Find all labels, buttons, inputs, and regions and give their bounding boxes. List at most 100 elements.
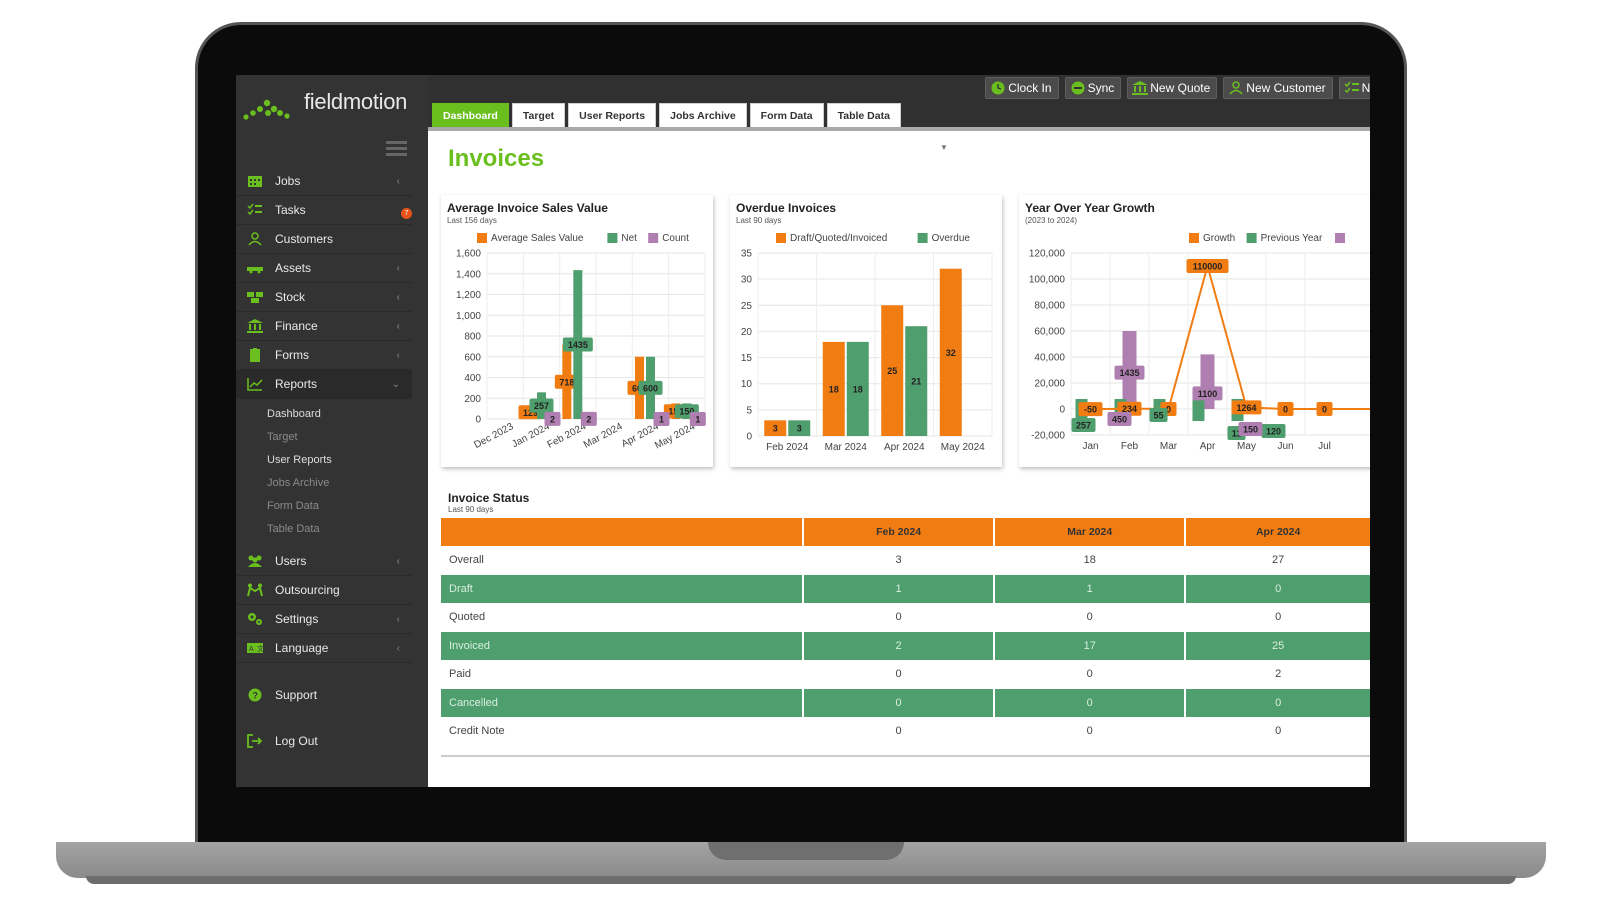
x-tick-label: Mar: [1160, 441, 1178, 452]
submenu-item-form-data[interactable]: Form Data: [267, 500, 319, 512]
action-button-new-quote[interactable]: New Quote: [1127, 77, 1218, 99]
x-tick-label: Apr 2024: [884, 442, 925, 453]
chart-title: Year Over Year Growth: [1025, 201, 1155, 215]
clipboard-icon: [247, 348, 263, 362]
data-label-box: [907, 374, 926, 389]
sidebar-item-label: Finance: [275, 319, 318, 333]
submenu-item-user-reports[interactable]: User Reports: [267, 454, 332, 466]
data-label: 25: [887, 366, 897, 376]
data-label-box: [1078, 402, 1103, 417]
x-tick-label: Dec 2023: [472, 421, 515, 451]
tasks-count-badge: 7: [401, 208, 412, 219]
x-tick-label: Feb: [1121, 441, 1139, 452]
table-row: Quoted 0 0 0: [441, 603, 1370, 632]
svg-text:A: A: [249, 646, 254, 653]
report-tabs: Dashboard Target User Reports Jobs Archive F…: [432, 103, 901, 128]
sidebar-item-users[interactable]: Users ‹: [236, 547, 412, 576]
y-tick-label: -20,000: [1031, 431, 1065, 442]
sidebar-item-settings[interactable]: Settings ‹: [236, 605, 412, 634]
laptop-notch: [708, 842, 904, 860]
data-label: 1435: [1119, 368, 1139, 378]
sidebar-nav: Jobs ‹ Tasks 7 Customers Assets ‹ Stock ‹ Finance…: [236, 167, 412, 755]
sidebar-item-customers[interactable]: Customers: [236, 225, 412, 254]
dropdown-caret-icon[interactable]: ▼: [940, 143, 948, 152]
sidebar-item-log-out[interactable]: Log Out: [236, 726, 412, 755]
table-cell: 0: [993, 688, 1186, 717]
data-label-box: [638, 380, 663, 395]
y-tick-label: 20,000: [1034, 379, 1065, 390]
y-tick-label: 5: [746, 405, 752, 416]
data-label: 55: [1153, 411, 1163, 421]
tab-strip: [428, 127, 1370, 131]
data-label: 3: [773, 424, 778, 434]
tab-dashboard[interactable]: Dashboard: [432, 103, 509, 128]
action-button-clock-in[interactable]: Clock In: [985, 77, 1059, 99]
data-label: 0: [1283, 405, 1288, 415]
data-label-box: [1186, 259, 1229, 273]
legend-swatch: [648, 233, 659, 243]
x-tick-label: May 2024: [941, 442, 985, 453]
legend-swatch: [607, 233, 618, 243]
sidebar-item-support[interactable]: ? Support: [236, 680, 412, 709]
overdue-chart-card: Overdue Invoices Last 90 days Draft/Quot…: [730, 195, 1002, 467]
y-tick-label: 60,000: [1034, 327, 1065, 338]
table-cell: 27: [1184, 546, 1370, 575]
tab-form-data[interactable]: Form Data: [749, 103, 824, 128]
legend-swatch: [1246, 233, 1257, 243]
clock-icon: [990, 81, 1005, 95]
tab-jobs-archive[interactable]: Jobs Archive: [659, 103, 747, 128]
data-label: 234: [1122, 404, 1137, 414]
reports-submenu: Dashboard Target User Reports Jobs Archive F…: [236, 399, 412, 547]
submenu-item-dashboard[interactable]: Dashboard: [267, 408, 321, 420]
y-tick-label: 600: [464, 352, 481, 363]
row-label: Quoted: [449, 611, 486, 623]
legend-label: Overdue: [932, 233, 971, 244]
data-label-box: [941, 345, 960, 360]
data-label: 0: [1166, 405, 1171, 415]
data-label: 1264: [1236, 403, 1256, 413]
x-tick-label: Jun: [1277, 441, 1293, 452]
row-label: Invoiced: [441, 631, 803, 660]
tab-user-reports[interactable]: User Reports: [568, 103, 657, 128]
svg-text:文: 文: [257, 644, 263, 653]
action-button-new-customer[interactable]: New Customer: [1223, 77, 1333, 99]
sidebar-item-outsourcing[interactable]: Outsourcing: [236, 576, 412, 605]
submenu-item-table-data[interactable]: Table Data: [267, 523, 320, 535]
y-tick-label: 1,600: [456, 249, 481, 260]
data-label-box: [544, 411, 561, 426]
data-label-box: [653, 411, 670, 426]
data-label-box: [824, 381, 843, 396]
user-icon: [247, 232, 263, 246]
tab-table-data[interactable]: Table Data: [826, 103, 901, 128]
legend-label: Growth: [1203, 233, 1235, 244]
chart-subtitle: Last 90 days: [736, 216, 782, 225]
sidebar-item-jobs[interactable]: Jobs ‹: [236, 167, 412, 196]
brand-logo[interactable]: fieldmotion: [242, 87, 422, 123]
sidebar-item-forms[interactable]: Forms ‹: [236, 341, 412, 370]
tab-target[interactable]: Target: [511, 103, 566, 128]
submenu-item-target[interactable]: Target: [267, 431, 298, 443]
sidebar-toggle-button[interactable]: [386, 141, 407, 160]
data-label-box: [554, 374, 579, 389]
sidebar-item-assets[interactable]: Assets ‹: [236, 254, 412, 283]
sidebar-item-stock[interactable]: Stock ‹: [236, 283, 412, 312]
sidebar-item-reports[interactable]: Reports ⌄: [236, 370, 412, 399]
row-label: Paid: [449, 668, 472, 680]
action-button-sync[interactable]: Sync: [1064, 77, 1122, 99]
data-label: 2: [550, 414, 555, 424]
gears-icon: [247, 612, 263, 626]
y-tick-label: 80,000: [1034, 301, 1065, 312]
submenu-item-jobs-archive[interactable]: Jobs Archive: [267, 477, 330, 489]
data-label-box: [689, 411, 706, 426]
sidebar-item-finance[interactable]: Finance ‹: [236, 312, 412, 341]
sidebar-item-language[interactable]: A 文 Language ‹: [236, 634, 412, 663]
sidebar-item-tasks[interactable]: Tasks 7: [236, 196, 412, 225]
sidebar-item-label: Customers: [275, 232, 334, 246]
data-label-box: [529, 398, 554, 413]
action-button-ne[interactable]: Ne: [1338, 77, 1370, 99]
table-cell: 0: [1184, 574, 1370, 603]
table-divider: [441, 755, 1370, 757]
y-tick-label: 0: [1059, 405, 1065, 416]
laptop-base-shadow: [86, 876, 1516, 884]
